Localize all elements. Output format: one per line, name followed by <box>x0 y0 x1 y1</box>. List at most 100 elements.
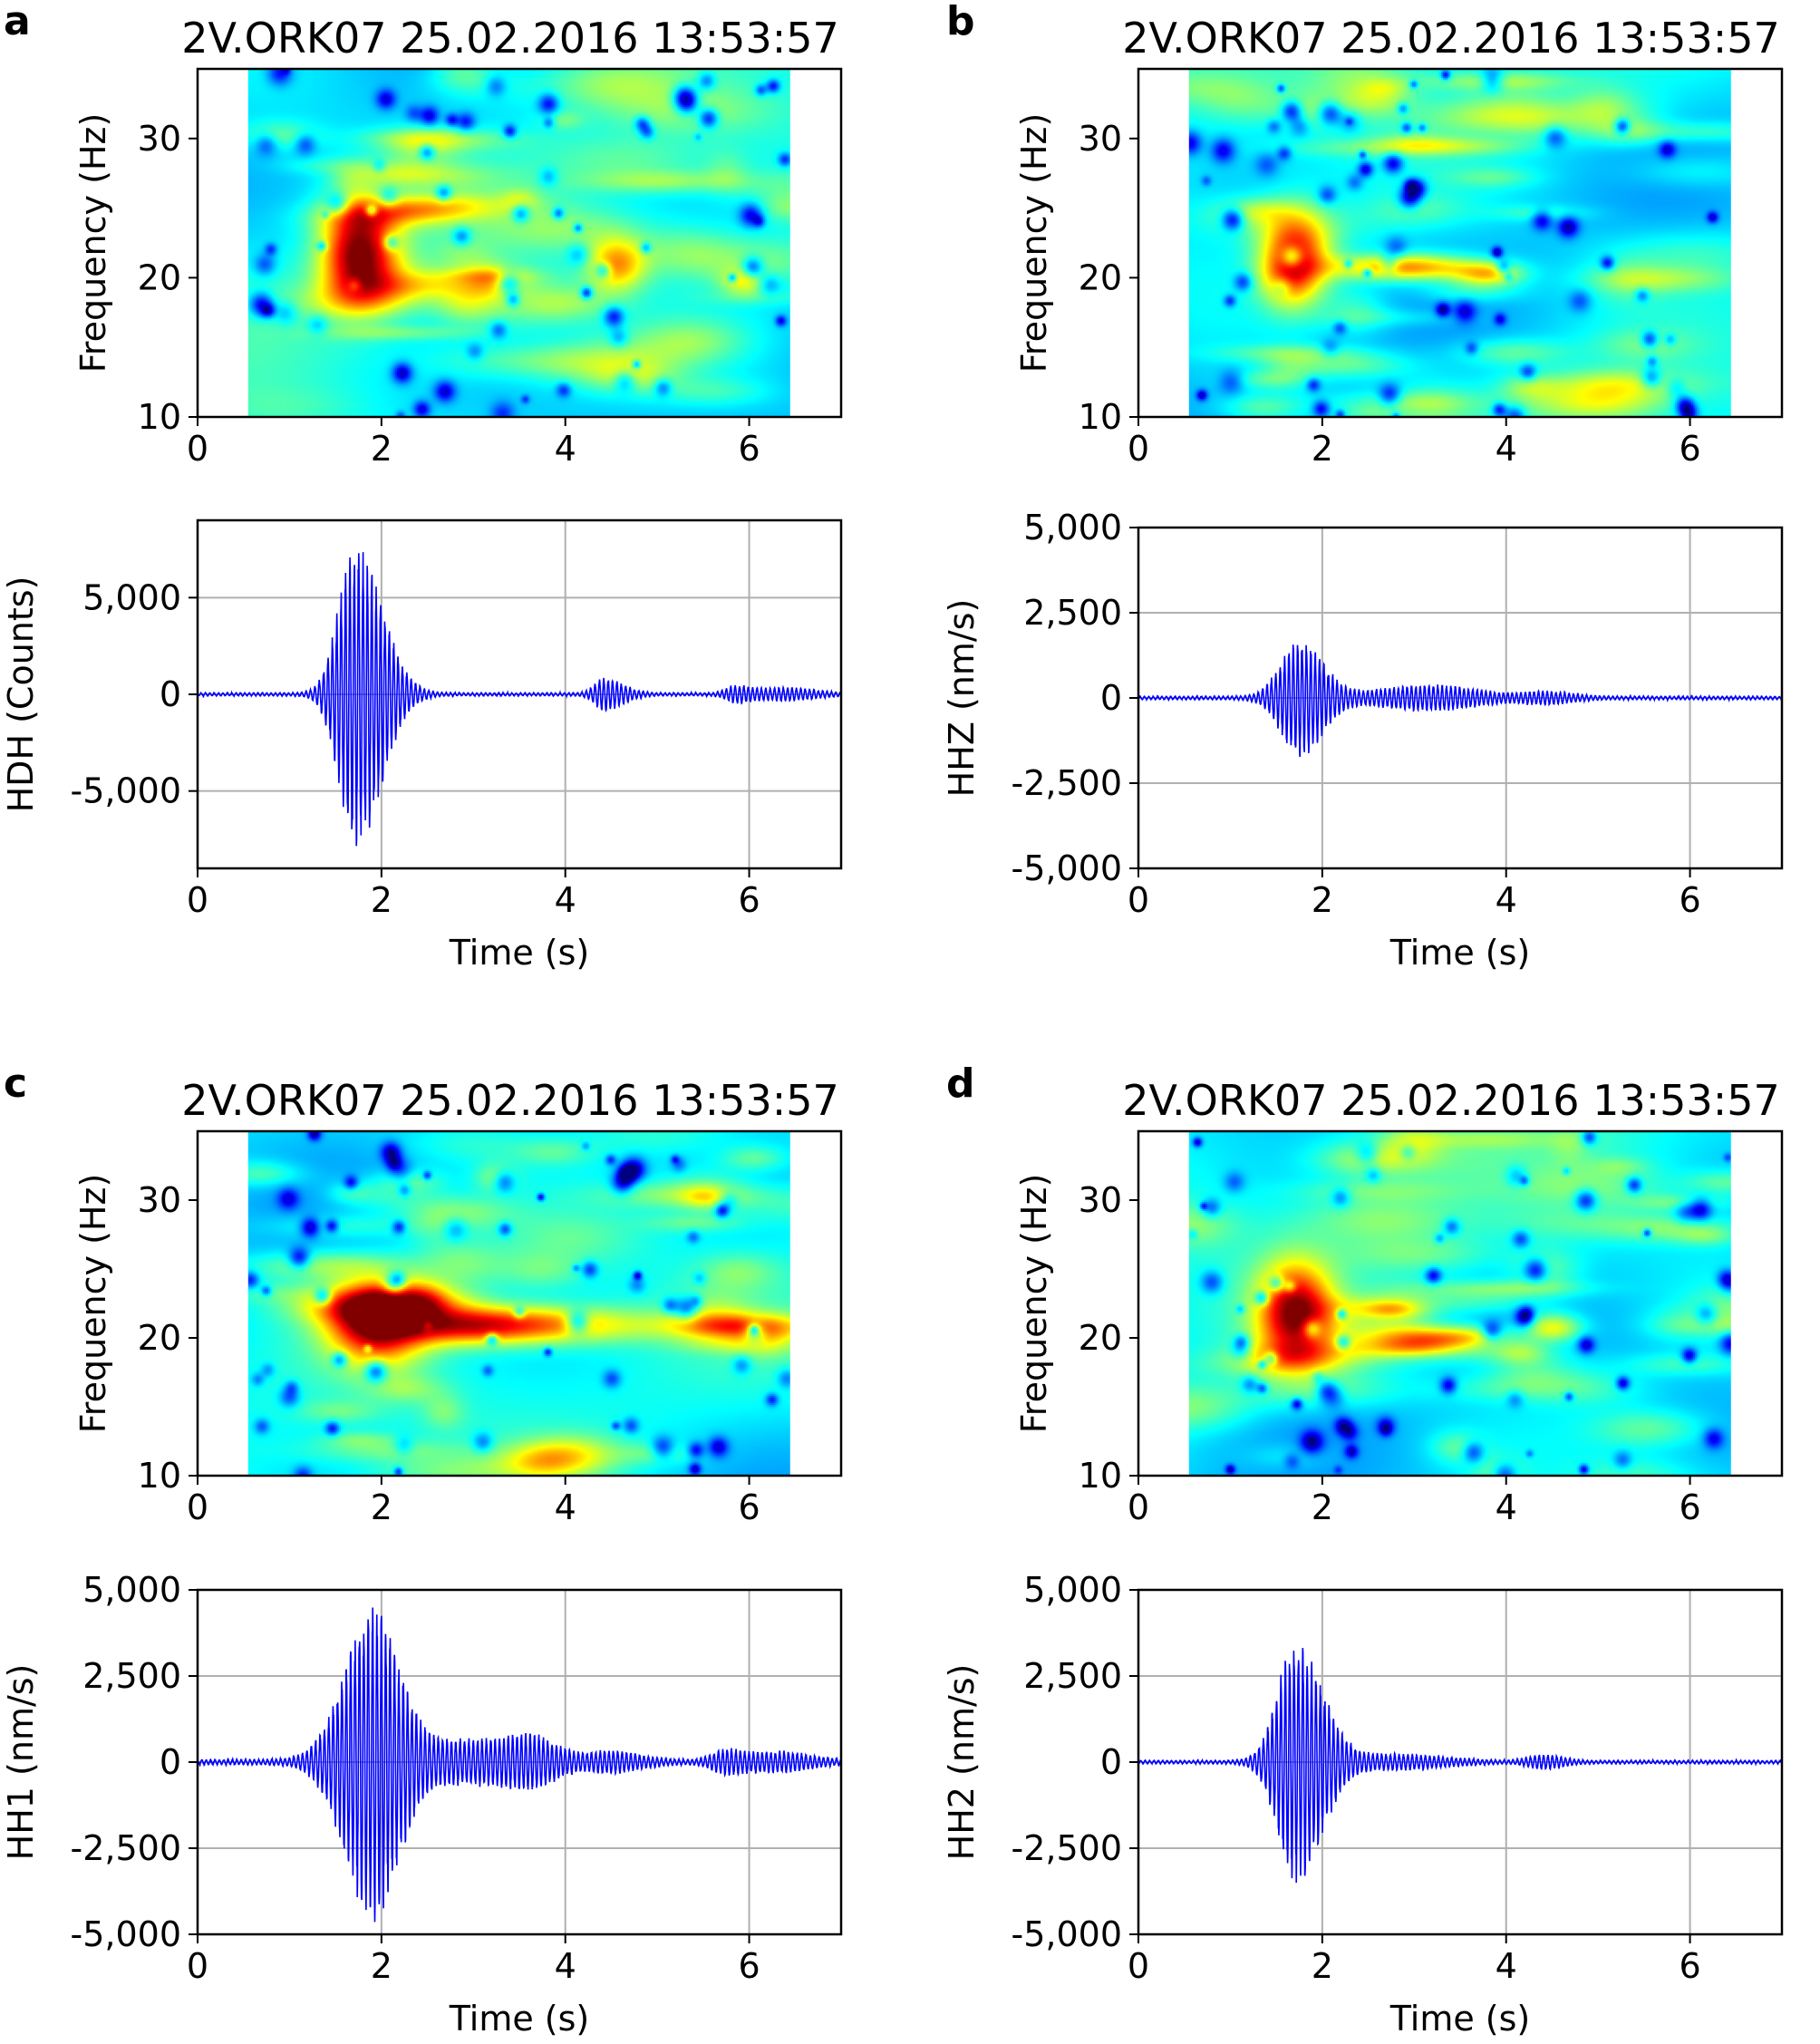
waveform-panel-a: 0 2 4 6 -5,000 0 5,000 HDH (Counts) Time (s) <box>1 518 843 973</box>
y-axis-label: Frequency (Hz) <box>1014 113 1054 373</box>
spectrogram-image <box>1188 69 1731 417</box>
x-tick-label: 4 <box>1496 429 1517 469</box>
axes-frame <box>1137 1129 1784 1477</box>
panel-label-c: c <box>4 1061 27 1107</box>
x-axis-label: Time (s) <box>449 1999 590 2039</box>
axes-frame <box>196 1129 843 1477</box>
y-tick-label: -2,500 <box>71 1828 182 1868</box>
spectrogram-panel-c: 0 2 4 6 10 20 30 Frequency (Hz) 2V.ORK07 25.02.2… <box>73 1076 843 1527</box>
y-axis-label: HDH (Counts) <box>1 576 41 813</box>
y-tick-label: 20 <box>1079 257 1122 297</box>
axes-frame <box>1137 67 1784 419</box>
y-tick-label: 5,000 <box>82 1570 181 1610</box>
y-tick-label: 30 <box>138 119 181 159</box>
y-tick-label: 2,500 <box>1023 1656 1122 1696</box>
axes-frame <box>1137 526 1784 870</box>
panel-label-d: d <box>946 1061 975 1107</box>
x-tick-label: 2 <box>371 429 392 469</box>
y-tick-label: 5,000 <box>82 577 181 617</box>
y-tick-label: 10 <box>1079 397 1122 437</box>
spectrogram-panel-a: 0 2 4 6 10 20 30 Frequency (Hz) 2V.ORK07 25.02.2… <box>73 14 843 469</box>
y-tick-label: 10 <box>138 397 181 437</box>
y-tick-label: 30 <box>1079 1180 1122 1220</box>
x-tick-label: 0 <box>187 1487 208 1527</box>
y-axis-label: Frequency (Hz) <box>1014 1174 1054 1434</box>
x-tick-label: 0 <box>1128 429 1149 469</box>
x-tick-label: 0 <box>187 880 208 920</box>
x-tick-label: 6 <box>738 429 760 469</box>
x-tick-label: 0 <box>187 1946 208 1986</box>
y-tick-label: 30 <box>138 1180 181 1220</box>
x-tick-label: 4 <box>555 1946 576 1986</box>
x-tick-label: 4 <box>555 1487 576 1527</box>
y-tick-label: 20 <box>138 257 181 297</box>
y-axis-label: Frequency (Hz) <box>73 1174 113 1434</box>
panel-title: 2V.ORK07 25.02.2016 13:53:57 <box>1122 1076 1780 1125</box>
y-tick-label: 2,500 <box>1023 593 1122 633</box>
waveform-trace <box>1138 644 1783 758</box>
spectrogram-image <box>1188 1131 1731 1476</box>
y-tick-label: 5,000 <box>1023 1570 1122 1610</box>
y-tick-label: -2,500 <box>1012 763 1123 803</box>
x-tick-label: 6 <box>1679 1487 1700 1527</box>
y-tick-label: 0 <box>160 674 181 714</box>
axes-frame <box>196 1588 843 1936</box>
y-tick-label: 5,000 <box>1023 508 1122 547</box>
y-tick-label: 10 <box>1079 1456 1122 1496</box>
x-tick-label: 2 <box>1312 880 1333 920</box>
panel-title: 2V.ORK07 25.02.2016 13:53:57 <box>181 1076 839 1125</box>
x-tick-label: 6 <box>738 1946 760 1986</box>
axes-frame <box>1137 1588 1784 1936</box>
x-tick-label: 2 <box>1312 429 1333 469</box>
y-axis-label: Frequency (Hz) <box>73 113 113 373</box>
y-tick-label: 2,500 <box>82 1656 181 1696</box>
panel-title: 2V.ORK07 25.02.2016 13:53:57 <box>1122 14 1780 63</box>
waveform-panel-c: 0 2 4 6 -5,000 -2,500 0 2,500 5,000 HH1 (nm/s) Tim… <box>1 1570 843 2039</box>
x-tick-label: 6 <box>1679 1946 1700 1986</box>
spectrogram-image <box>247 1131 790 1476</box>
y-axis-label: HHZ (nm/s) <box>942 599 982 798</box>
x-tick-label: 4 <box>555 880 576 920</box>
waveform-panel-b: 0 2 4 6 -5,000 -2,500 0 2,500 5,000 HHZ (nm/s) Tim… <box>942 508 1784 973</box>
x-tick-label: 6 <box>1679 429 1700 469</box>
x-tick-label: 6 <box>738 1487 760 1527</box>
axes-frame <box>196 67 843 419</box>
y-axis-label: HH2 (nm/s) <box>942 1664 982 1861</box>
x-tick-label: 6 <box>1679 880 1700 920</box>
x-tick-label: 2 <box>371 880 392 920</box>
y-tick-label: 10 <box>138 1456 181 1496</box>
y-tick-label: 30 <box>1079 119 1122 159</box>
x-tick-label: 4 <box>1496 1487 1517 1527</box>
panel-label-b: b <box>946 0 975 44</box>
x-tick-label: 4 <box>555 429 576 469</box>
x-tick-label: 0 <box>1128 1946 1149 1986</box>
y-tick-label: 0 <box>1100 678 1122 718</box>
axes-frame <box>196 518 843 870</box>
y-tick-label: -5,000 <box>1012 1914 1123 1954</box>
x-axis-label: Time (s) <box>449 933 590 973</box>
x-tick-label: 2 <box>371 1946 392 1986</box>
panel-label-a: a <box>4 0 31 44</box>
x-tick-label: 2 <box>1312 1487 1333 1527</box>
y-tick-label: -5,000 <box>1012 848 1123 888</box>
x-tick-label: 4 <box>1496 1946 1517 1986</box>
x-axis-label: Time (s) <box>1389 933 1531 973</box>
x-tick-label: 4 <box>1496 880 1517 920</box>
waveform-trace <box>197 1607 842 1923</box>
spectrogram-panel-d: 0 2 4 6 10 20 30 Frequency (Hz) 2V.ORK07 25.02.2… <box>1014 1076 1784 1527</box>
x-tick-label: 2 <box>371 1487 392 1527</box>
waveform-trace <box>197 552 842 847</box>
spectrogram-panel-b: 0 2 4 6 10 20 30 Frequency (Hz) 2V.ORK07 25.02.2… <box>1014 14 1784 469</box>
x-axis-label: Time (s) <box>1389 1999 1531 2039</box>
y-tick-label: 20 <box>138 1318 181 1358</box>
y-tick-label: -5,000 <box>71 1914 182 1954</box>
y-tick-label: 20 <box>1079 1318 1122 1358</box>
y-tick-label: 0 <box>1100 1742 1122 1782</box>
x-tick-label: 0 <box>1128 1487 1149 1527</box>
waveform-panel-d: 0 2 4 6 -5,000 -2,500 0 2,500 5,000 HH2 (nm/s) Tim… <box>942 1570 1784 2039</box>
x-tick-label: 0 <box>1128 880 1149 920</box>
x-tick-label: 6 <box>738 880 760 920</box>
y-tick-label: -2,500 <box>1012 1828 1123 1868</box>
y-tick-label: -5,000 <box>71 771 182 811</box>
